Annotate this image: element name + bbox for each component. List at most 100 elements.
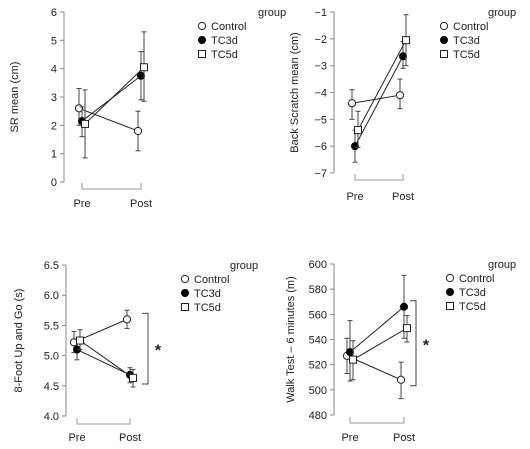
y-tick-label: 3	[51, 92, 57, 104]
data-point	[400, 302, 408, 311]
legend-marker	[439, 21, 449, 31]
legend-marker	[446, 288, 454, 296]
data-point	[395, 91, 405, 100]
legend-marker	[197, 21, 207, 31]
x-tick-label: Post	[392, 191, 414, 203]
x-axis-line	[349, 417, 405, 424]
y-tick-label: 4.5	[44, 381, 59, 393]
series-tc3d	[73, 338, 134, 384]
series-line	[349, 306, 405, 353]
significance-annotation: *	[155, 343, 162, 360]
legend: group Control TC3d TC5d	[445, 259, 516, 313]
legend-marker	[446, 302, 454, 310]
series-line	[357, 39, 407, 131]
data-point	[399, 52, 407, 61]
series-tc5d	[354, 14, 410, 149]
y-tick-label: 5.5	[44, 320, 59, 332]
series-control	[69, 309, 132, 354]
legend-title: group	[488, 7, 516, 19]
data-point	[402, 36, 410, 45]
data-point	[354, 126, 362, 135]
y-tick-label: 6	[51, 7, 57, 19]
legend-label: Control	[459, 273, 494, 285]
x-tick-label: Pre	[346, 191, 363, 203]
x-tick-label: Pre	[68, 432, 85, 444]
x-axis-line	[76, 418, 131, 425]
series-line	[79, 340, 134, 379]
x-tick-label: Pre	[341, 432, 358, 444]
series-line	[351, 94, 401, 104]
y-tick-label: 560	[309, 309, 327, 321]
y-tick-label: −6	[314, 141, 327, 153]
legend-label: Control	[453, 21, 488, 33]
series-line	[354, 56, 404, 147]
y-axis-label: Walk Test – 6 minutes (m)	[285, 276, 297, 403]
x-tick-label: Post	[130, 198, 152, 210]
x-axis-line	[81, 183, 142, 190]
legend-marker	[198, 36, 206, 44]
y-axis-label: 8-Foot Up and Go (s)	[13, 289, 25, 393]
x-tick-label: Pre	[73, 198, 90, 210]
legend-title: group	[488, 259, 516, 271]
legend-marker	[440, 36, 448, 44]
y-tick-label: 2	[51, 120, 57, 132]
y-tick-label: −4	[314, 88, 327, 100]
y-tick-label: 600	[309, 259, 327, 271]
legend-marker	[440, 50, 448, 58]
series-tc3d	[346, 274, 408, 382]
legend-label: Control	[211, 21, 246, 33]
y-tick-label: 480	[309, 410, 327, 422]
series-line	[78, 107, 139, 132]
series-tc5d	[76, 329, 137, 388]
y-tick-label: 4	[51, 64, 57, 76]
y-tick-label: −2	[314, 34, 327, 46]
data-point	[140, 63, 148, 72]
y-tick-label: −3	[314, 61, 327, 73]
significance-annotation: *	[423, 337, 430, 354]
series-control	[74, 88, 143, 152]
legend-label: TC5d	[453, 49, 480, 61]
legend-title: group	[230, 260, 258, 272]
legend-label: TC5d	[459, 301, 486, 313]
data-point	[403, 324, 411, 333]
legend-marker	[445, 273, 455, 283]
series-control	[347, 78, 405, 120]
legend-label: TC3d	[211, 35, 238, 47]
legend-marker	[181, 289, 189, 297]
data-point	[351, 142, 359, 151]
y-tick-label: 520	[309, 360, 327, 372]
y-tick-label: −5	[314, 114, 327, 126]
legend-label: Control	[194, 274, 229, 286]
y-tick-label: 6.0	[44, 290, 59, 302]
legend-label: TC3d	[459, 287, 486, 299]
y-tick-label: 580	[309, 284, 327, 296]
y-tick-label: −7	[314, 168, 327, 180]
series-line	[76, 349, 131, 376]
legend-marker	[180, 274, 190, 284]
data-point	[346, 348, 354, 357]
y-tick-label: 4.0	[44, 411, 59, 423]
series-tc5d	[81, 31, 148, 159]
legend-marker	[181, 303, 189, 311]
y-tick-label: 500	[309, 385, 327, 397]
legend-marker	[198, 50, 206, 58]
series-line	[352, 327, 408, 361]
y-tick-label: 540	[309, 335, 327, 347]
legend-label: TC3d	[453, 35, 480, 47]
y-tick-label: 6.5	[44, 260, 59, 272]
data-point	[133, 126, 143, 136]
y-axis-label: Back Scratch mean (cm)	[289, 32, 301, 152]
y-tick-label: 0	[51, 177, 57, 189]
chart-panel-4: 480 500 520 540 560 580 600 Walk Test – 6 minut…	[285, 259, 516, 444]
legend-label: TC5d	[194, 302, 221, 314]
legend-label: TC5d	[211, 49, 238, 61]
x-axis-line	[354, 174, 404, 181]
data-point	[122, 315, 132, 324]
chart-panel-1: 0 1 2 3 4 5 6 SR mean (cm) Pre Post group Control TC…	[9, 7, 286, 210]
chart-panel-2: −7 −6 −5 −4 −3 −2 −1 Back Scratch mean (cm) Pre P…	[289, 7, 516, 203]
data-point	[396, 375, 406, 384]
